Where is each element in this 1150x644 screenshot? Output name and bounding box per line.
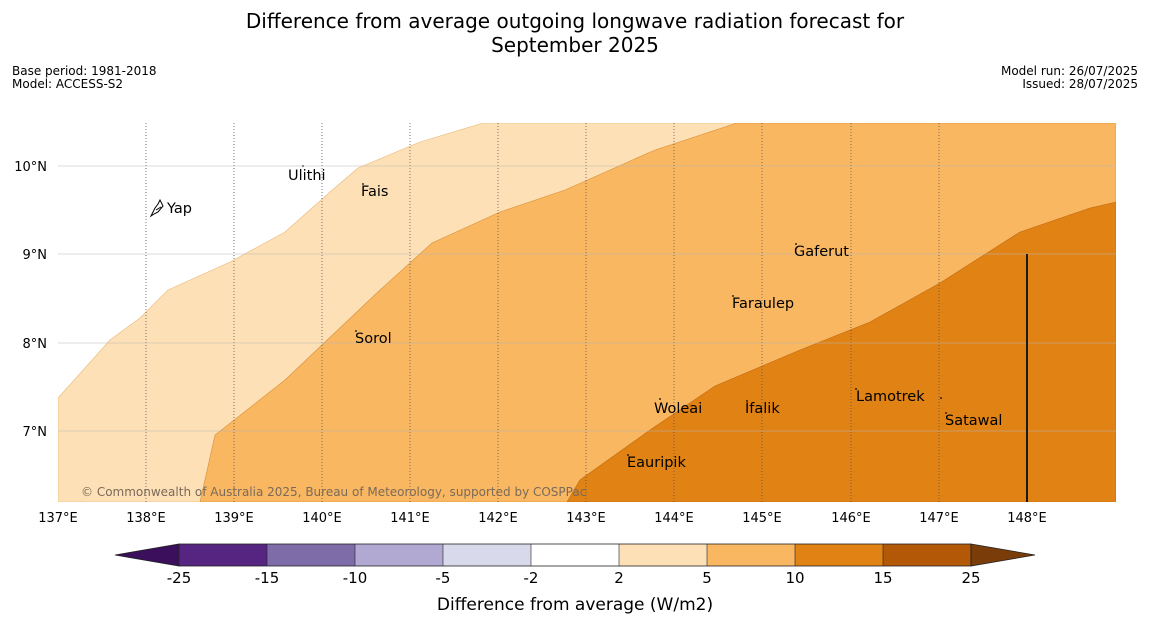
meta-left: Base period: 1981-2018 Model: ACCESS-S2 xyxy=(12,65,157,91)
lon-label-143e: 143°E xyxy=(566,511,606,526)
satawal-marker xyxy=(945,412,947,414)
place-satawal: Satawal xyxy=(945,413,1002,429)
faraulep-marker xyxy=(732,295,734,297)
colorbar-bin-2 xyxy=(267,544,355,566)
model-name: Model: ACCESS-S2 xyxy=(12,77,124,91)
band-10-to-15 xyxy=(566,201,1116,502)
lon-label-144e: 144°E xyxy=(654,511,694,526)
lamotrek-marker-2 xyxy=(940,397,942,399)
colorbar-ticks: -25 -15 -10 -5 -2 2 5 10 15 25 xyxy=(167,569,981,587)
woleai-marker xyxy=(659,398,661,400)
lon-label-138e: 138°E xyxy=(126,511,166,526)
ifalik-marker xyxy=(746,400,748,402)
cb-tick-7: 5 xyxy=(702,569,712,587)
colorbar-label: Difference from average (W/m2) xyxy=(437,595,713,615)
issued-date: Issued: 28/07/2025 xyxy=(1022,77,1138,91)
island-markers xyxy=(302,165,947,456)
gaferut-marker xyxy=(795,243,797,245)
place-ifalik: Ifalik xyxy=(745,401,780,417)
model-run: Model run: 26/07/2025 xyxy=(1000,64,1138,78)
eauripik-marker xyxy=(627,454,629,456)
lon-label-145e: 145°E xyxy=(742,511,782,526)
longitude-labels: 137°E 138°E 139°E 140°E 141°E 142°E 143°… xyxy=(38,511,1047,526)
colorbar-bin-3 xyxy=(355,544,443,566)
cb-tick-2: -15 xyxy=(255,569,280,587)
map-area xyxy=(58,123,1116,502)
chart-title-line-1: Difference from average outgoing longwav… xyxy=(245,9,905,33)
lon-label-142e: 142°E xyxy=(478,511,518,526)
lon-label-141e: 141°E xyxy=(390,511,430,526)
cb-tick-1: -25 xyxy=(167,569,192,587)
lat-label-9n: 9°N xyxy=(23,248,48,263)
colorbar-bin-4 xyxy=(443,544,531,566)
colorbar-extend-low xyxy=(114,543,180,567)
lamotrek-marker xyxy=(855,388,857,390)
colorbar-bin-8 xyxy=(795,544,883,566)
place-ulithi: Ulithi xyxy=(288,168,326,184)
place-lamotrek: Lamotrek xyxy=(856,389,925,405)
colorbar-outline xyxy=(178,543,972,567)
colorbar-bin-6 xyxy=(619,544,707,566)
base-period: Base period: 1981-2018 xyxy=(12,64,157,78)
place-fais: Fais xyxy=(361,184,388,200)
place-yap: Yap xyxy=(166,201,192,217)
yap-island xyxy=(149,198,164,218)
cb-tick-9: 15 xyxy=(873,569,892,587)
lon-label-146e: 146°E xyxy=(831,511,871,526)
meta-right: Model run: 26/07/2025 Issued: 28/07/2025 xyxy=(1001,65,1138,91)
colorbar-bin-5 xyxy=(531,544,619,566)
latitude-labels: 10°N 9°N 8°N 7°N xyxy=(14,160,47,440)
place-labels: Yap Ulithi Fais Gaferut Faraulep Sorol W… xyxy=(166,168,1002,471)
cb-tick-5: -2 xyxy=(524,569,539,587)
lat-label-7n: 7°N xyxy=(23,425,48,440)
fais-marker xyxy=(362,183,364,185)
place-woleai: Woleai xyxy=(654,401,702,417)
place-faraulep: Faraulep xyxy=(732,296,794,312)
parallels xyxy=(58,165,1116,432)
lon-label-140e: 140°E xyxy=(302,511,342,526)
colorbar xyxy=(114,543,1036,567)
colorbar-bin-9 xyxy=(883,544,971,566)
cb-tick-8: 10 xyxy=(785,569,804,587)
sorol-marker xyxy=(355,330,357,332)
cb-tick-10: 25 xyxy=(961,569,980,587)
cb-tick-4: -5 xyxy=(436,569,451,587)
place-sorol: Sorol xyxy=(355,331,392,347)
colorbar-bin-7 xyxy=(707,544,795,566)
lon-label-148e: 148°E xyxy=(1007,511,1047,526)
lat-label-10n: 10°N xyxy=(14,160,47,175)
meridians xyxy=(145,123,940,502)
colorbar-bin-1 xyxy=(179,544,267,566)
lon-label-139e: 139°E xyxy=(214,511,254,526)
copyright-notice: © Commonwealth of Australia 2025, Bureau… xyxy=(81,485,586,499)
lon-label-147e: 147°E xyxy=(919,511,959,526)
chart-title-line-2: September 2025 xyxy=(491,33,659,57)
cb-tick-3: -10 xyxy=(343,569,368,587)
lon-label-137e: 137°E xyxy=(38,511,78,526)
cb-tick-6: 2 xyxy=(614,569,624,587)
place-gaferut: Gaferut xyxy=(794,244,849,260)
lat-label-8n: 8°N xyxy=(23,337,48,352)
place-eauripik: Eauripik xyxy=(627,455,686,471)
colorbar-extend-high xyxy=(970,543,1036,567)
